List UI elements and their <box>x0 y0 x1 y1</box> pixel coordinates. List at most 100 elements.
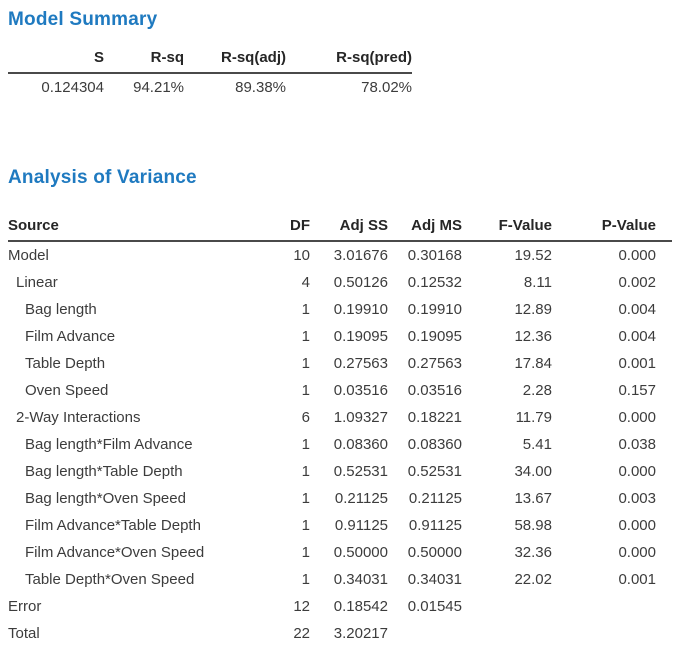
anova-cell-source: Film Advance <box>25 328 116 345</box>
anova-row: Bag length*Film Advance 1 0.08360 0.08360 5.… <box>8 431 672 458</box>
anova-cell-adj-ms: 0.50000 <box>407 544 462 561</box>
anova-cell-adj-ss: 0.91125 <box>334 517 388 534</box>
anova-row: Film Advance 1 0.19095 0.19095 12.36 0.004 <box>8 323 672 350</box>
anova-cell-source: Table Depth*Oven Speed <box>25 571 195 588</box>
anova-cell-adj-ms: 0.03516 <box>407 382 462 399</box>
anova-cell-p-value: 0.038 <box>618 436 656 453</box>
anova-cell-f-value: 32.36 <box>514 544 552 561</box>
anova-cell-f-value: 5.41 <box>522 436 552 453</box>
anova-cell-adj-ss: 0.19095 <box>333 328 388 345</box>
anova-cell-df: 10 <box>293 247 310 264</box>
output-pane: Model Summary S R-sq R-sq(adj) R-sq(pred… <box>8 8 678 647</box>
anova-row: Table Depth 1 0.27563 0.27563 17.84 0.001 <box>8 350 672 377</box>
anova-cell-df: 1 <box>301 436 310 453</box>
anova-cell-df: 1 <box>301 571 310 588</box>
column-header-s: S <box>8 48 104 74</box>
anova-cell-adj-ss: 0.34031 <box>333 571 388 588</box>
anova-row: Film Advance*Oven Speed 1 0.50000 0.50000 32… <box>8 539 672 566</box>
anova-cell-p-value: 0.000 <box>618 247 656 264</box>
anova-cell-f-value: 2.28 <box>522 382 552 399</box>
column-header-fvalue: F-Value <box>462 216 552 242</box>
column-header-df: DF <box>280 216 310 242</box>
anova-cell-p-value: 0.001 <box>618 571 656 588</box>
anova-cell-adj-ms: 0.30168 <box>407 247 462 264</box>
anova-cell-adj-ss: 0.19910 <box>333 301 388 318</box>
anova-cell-p-value: 0.001 <box>618 355 656 372</box>
anova-cell-source: 2-Way Interactions <box>16 409 141 426</box>
anova-cell-df: 4 <box>301 274 310 291</box>
anova-cell-p-value: 0.003 <box>618 490 656 507</box>
anova-row: Total 22 3.20217 <box>8 620 672 647</box>
anova-cell-source: Bag length*Table Depth <box>25 463 183 480</box>
anova-cell-adj-ms: 0.18221 <box>407 409 462 426</box>
anova-cell-adj-ss: 0.21125 <box>334 490 388 507</box>
anova-cell-adj-ss: 0.50000 <box>333 544 388 561</box>
anova-cell-p-value <box>552 593 672 620</box>
model-summary-header-row: S R-sq R-sq(adj) R-sq(pred) <box>8 48 412 74</box>
anova-cell-source: Film Advance*Oven Speed <box>25 544 205 561</box>
anova-cell-adj-ms: 0.21125 <box>408 490 462 507</box>
anova-cell-df: 1 <box>301 517 310 534</box>
anova-cell-f-value: 17.84 <box>514 355 552 372</box>
anova-cell-adj-ms: 0.91125 <box>408 517 462 534</box>
anova-cell-p-value <box>552 620 672 647</box>
anova-cell-f-value: 58.98 <box>514 517 552 534</box>
anova-cell-p-value: 0.000 <box>618 517 656 534</box>
anova-cell-source: Bag length <box>25 301 97 318</box>
anova-cell-source: Error <box>8 598 42 615</box>
anova-cell-f-value: 12.36 <box>514 328 552 345</box>
anova-row: Bag length 1 0.19910 0.19910 12.89 0.004 <box>8 296 672 323</box>
anova-cell-source: Bag length*Film Advance <box>25 436 193 453</box>
anova-cell-adj-ss: 0.27563 <box>333 355 388 372</box>
anova-cell-source: Total <box>8 625 40 642</box>
column-header-rsq: R-sq <box>104 48 184 74</box>
anova-cell-adj-ms: 0.19910 <box>407 301 462 318</box>
anova-cell-source: Bag length*Oven Speed <box>25 490 186 507</box>
anova-cell-adj-ss: 3.01676 <box>333 247 388 264</box>
anova-cell-adj-ms <box>388 620 462 647</box>
value-s: 0.124304 <box>41 78 104 96</box>
anova-row: Bag length*Table Depth 1 0.52531 0.52531 34.… <box>8 458 672 485</box>
anova-cell-source: Model <box>8 247 49 264</box>
anova-cell-p-value: 0.002 <box>618 274 656 291</box>
anova-cell-df: 1 <box>301 544 310 561</box>
model-summary-table: S R-sq R-sq(adj) R-sq(pred) 0.124304 94.… <box>8 48 412 100</box>
anova-cell-adj-ms: 0.52531 <box>407 463 462 480</box>
anova-cell-p-value: 0.004 <box>618 328 656 345</box>
column-header-rsqadj: R-sq(adj) <box>184 48 286 74</box>
anova-cell-adj-ss: 0.03516 <box>333 382 388 399</box>
anova-cell-f-value: 22.02 <box>514 571 552 588</box>
anova-table: Source DF Adj SS Adj MS F-Value P-Value … <box>8 216 672 647</box>
anova-cell-adj-ss: 0.52531 <box>333 463 388 480</box>
anova-cell-source: Table Depth <box>25 355 106 372</box>
anova-cell-adj-ms: 0.19095 <box>407 328 462 345</box>
anova-row: Film Advance*Table Depth 1 0.91125 0.91125 5… <box>8 512 672 539</box>
anova-cell-df: 1 <box>301 328 310 345</box>
anova-cell-p-value: 0.000 <box>618 463 656 480</box>
anova-cell-p-value: 0.004 <box>618 301 656 318</box>
value-rsq: 94.21% <box>133 78 184 96</box>
anova-cell-p-value: 0.000 <box>618 544 656 561</box>
anova-cell-f-value: 19.52 <box>514 247 552 264</box>
column-header-adjms: Adj MS <box>388 216 462 242</box>
anova-cell-adj-ss: 3.20217 <box>333 625 388 642</box>
anova-cell-f-value: 12.89 <box>514 301 552 318</box>
model-summary-title: Model Summary <box>8 9 158 30</box>
anova-cell-adj-ms: 0.27563 <box>407 355 462 372</box>
value-rsqpred: 78.02% <box>361 78 412 96</box>
anova-cell-adj-ms: 0.12532 <box>407 274 462 291</box>
anova-cell-df: 1 <box>301 490 310 507</box>
column-header-source: Source <box>8 216 280 242</box>
anova-cell-df: 1 <box>301 301 310 318</box>
anova-cell-source: Film Advance*Table Depth <box>25 517 201 534</box>
anova-cell-p-value: 0.000 <box>618 409 656 426</box>
anova-header-row: Source DF Adj SS Adj MS F-Value P-Value <box>8 216 672 242</box>
anova-cell-adj-ss: 0.18542 <box>333 598 388 615</box>
anova-row: Linear 4 0.50126 0.12532 8.11 0.002 <box>8 269 672 296</box>
anova-title: Analysis of Variance <box>8 167 197 188</box>
column-header-pvalue: P-Value <box>552 216 672 242</box>
anova-cell-f-value: 34.00 <box>514 463 552 480</box>
anova-cell-source: Oven Speed <box>25 382 109 399</box>
anova-cell-adj-ms: 0.34031 <box>407 571 462 588</box>
anova-row: Bag length*Oven Speed 1 0.21125 0.21125 13.6… <box>8 485 672 512</box>
